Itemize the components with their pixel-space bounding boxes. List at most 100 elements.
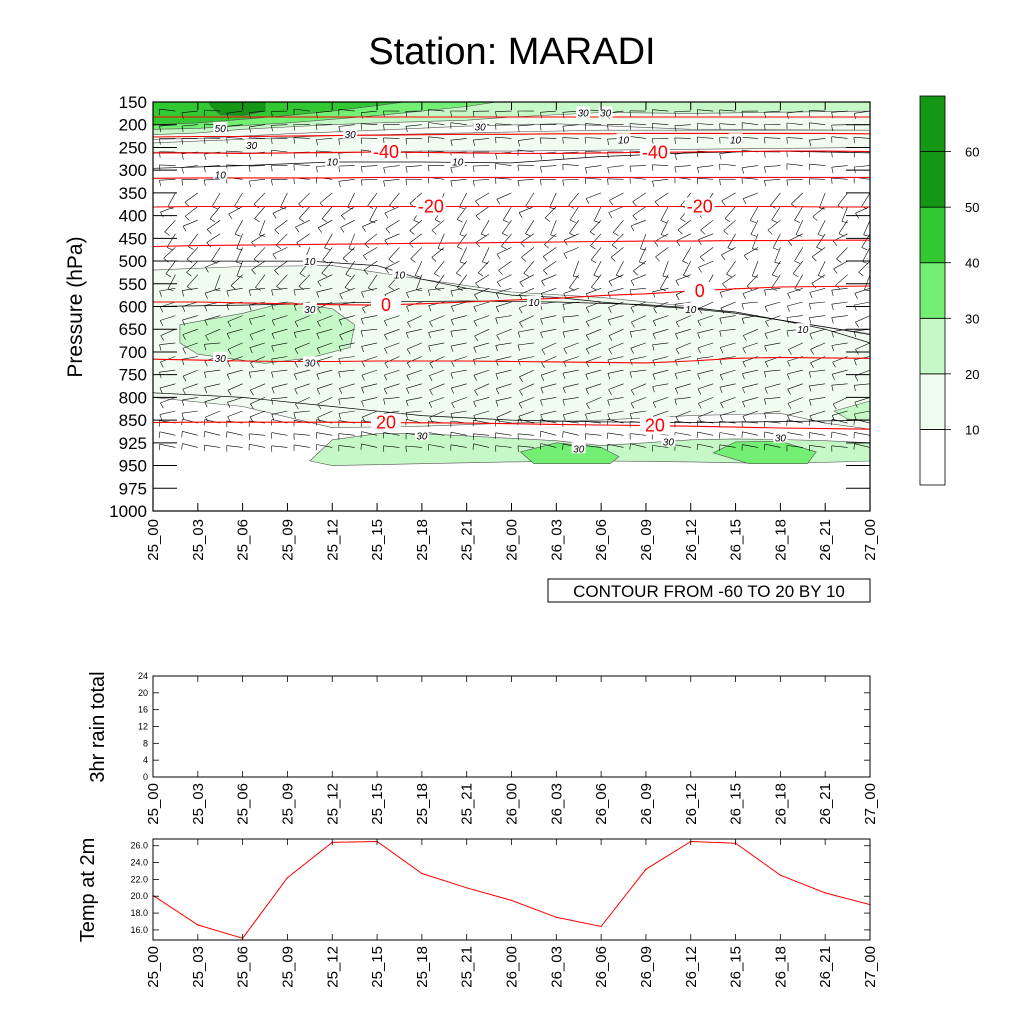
wind-barb bbox=[630, 274, 647, 281]
wind-barb bbox=[652, 179, 669, 182]
wind-barb-flag bbox=[203, 166, 206, 173]
wind-barb bbox=[474, 288, 490, 295]
x-tick-label: 27_00 bbox=[862, 946, 879, 988]
wind-barb bbox=[159, 342, 176, 345]
wind-barb bbox=[519, 369, 535, 378]
wind-barb-flag bbox=[406, 292, 410, 299]
wind-barb-flag bbox=[771, 219, 778, 223]
wind-barb-flag bbox=[629, 166, 632, 173]
wind-barb-flag bbox=[518, 416, 522, 422]
wind-barb-flag bbox=[495, 400, 499, 407]
wind-barb-flag bbox=[472, 443, 474, 450]
x-tick-label: 26_03 bbox=[548, 783, 565, 825]
wind-barb-flag bbox=[632, 201, 637, 207]
wind-barb-flag bbox=[182, 388, 186, 395]
wind-barb bbox=[429, 397, 445, 403]
wind-barb bbox=[450, 431, 467, 436]
wind-barb bbox=[181, 124, 198, 127]
temperature-contour-line bbox=[153, 239, 870, 248]
wind-barb-flag bbox=[629, 331, 633, 338]
wind-barb bbox=[854, 443, 870, 448]
wind-barb-flag bbox=[573, 275, 580, 278]
wind-barb bbox=[388, 247, 400, 260]
wind-barb-flag bbox=[674, 373, 678, 380]
wind-barb bbox=[698, 260, 714, 268]
wind-barb bbox=[770, 192, 781, 206]
wind-barb bbox=[474, 383, 490, 391]
wind-barb bbox=[742, 431, 759, 436]
rh-contour-label: 30 bbox=[600, 108, 612, 119]
wind-barb bbox=[205, 410, 221, 418]
wind-barb bbox=[794, 206, 804, 221]
wind-barb-flag bbox=[205, 266, 209, 273]
wind-barb-flag bbox=[569, 232, 575, 237]
wind-barb-flag bbox=[236, 275, 243, 278]
wind-barb bbox=[809, 315, 826, 318]
y-tick-label: 24 bbox=[138, 671, 148, 681]
wind-barb-flag bbox=[652, 291, 656, 298]
wind-barb-flag bbox=[697, 320, 701, 327]
wind-barb-flag bbox=[540, 137, 542, 144]
wind-barb bbox=[434, 274, 445, 288]
wind-barb-flag bbox=[520, 242, 525, 248]
x-tick-label: 25_00 bbox=[145, 946, 162, 988]
wind-barb bbox=[742, 383, 759, 388]
wind-barb bbox=[495, 432, 512, 436]
wind-barb-flag bbox=[405, 111, 408, 118]
wind-barb-flag bbox=[450, 290, 453, 297]
wind-barb-flag bbox=[831, 317, 834, 324]
wind-barb-flag bbox=[698, 267, 702, 273]
wind-barb bbox=[518, 397, 535, 404]
wind-barb-flag bbox=[585, 307, 590, 313]
wind-barb bbox=[293, 444, 310, 448]
rh-contour-label: 10 bbox=[730, 135, 742, 146]
wind-barb bbox=[519, 383, 535, 391]
wind-barb-flag bbox=[204, 319, 208, 326]
wind-barb-flag bbox=[742, 293, 746, 300]
wind-barb-flag bbox=[472, 111, 475, 118]
wind-barb-flag bbox=[517, 110, 519, 117]
wind-barb bbox=[629, 136, 646, 139]
wind-barb-flag bbox=[741, 167, 744, 174]
wind-barb-flag bbox=[609, 200, 614, 206]
wind-barb-flag bbox=[496, 253, 501, 260]
pressure-axis: 1502002503003504004505005506006507007508… bbox=[109, 93, 870, 521]
wind-barb bbox=[809, 445, 826, 448]
wind-barb bbox=[697, 123, 714, 125]
wind-barb bbox=[274, 219, 288, 231]
wind-barb bbox=[361, 397, 378, 402]
legend-label: 10 bbox=[965, 422, 979, 437]
wind-barb-flag bbox=[675, 294, 680, 300]
wind-barb bbox=[405, 124, 422, 127]
wind-barb bbox=[271, 124, 288, 126]
wind-barb bbox=[457, 274, 467, 288]
wind-barb bbox=[811, 274, 826, 284]
wind-barb bbox=[809, 328, 826, 334]
wind-barb bbox=[159, 108, 176, 112]
wind-barb bbox=[632, 206, 647, 216]
wind-barb-flag bbox=[742, 335, 747, 341]
wind-barb bbox=[495, 420, 512, 424]
wind-barb bbox=[431, 247, 445, 258]
wind-barb-flag bbox=[272, 253, 277, 260]
wind-barb bbox=[787, 369, 803, 375]
rh-label-bg bbox=[244, 139, 259, 151]
wind-barb bbox=[518, 410, 534, 417]
y-tick-label: 20.0 bbox=[130, 891, 148, 901]
wind-barb-flag bbox=[450, 413, 453, 420]
wind-barb-flag bbox=[697, 373, 701, 380]
wind-barb bbox=[316, 432, 333, 436]
wind-barb-flag bbox=[495, 373, 499, 380]
wind-barb bbox=[544, 206, 557, 219]
wind-barb-flag bbox=[428, 150, 430, 157]
wind-barb-flag bbox=[254, 218, 260, 223]
wind-barb bbox=[674, 420, 691, 424]
wind-barb-flag bbox=[831, 178, 833, 185]
wind-barb bbox=[226, 124, 243, 127]
rh-contour-label: 10 bbox=[797, 325, 809, 336]
wind-barb bbox=[652, 288, 669, 293]
wind-barb-flag bbox=[316, 333, 320, 340]
wind-barb-flag bbox=[340, 227, 345, 233]
wind-barb bbox=[854, 110, 870, 114]
wind-barb bbox=[407, 315, 423, 323]
